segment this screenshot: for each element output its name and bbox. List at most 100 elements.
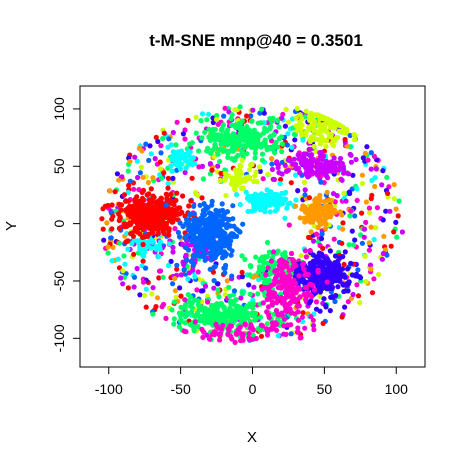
- data-point: [260, 176, 266, 182]
- data-point: [215, 324, 221, 330]
- y-tick-label: 50: [51, 158, 67, 174]
- data-point: [297, 124, 303, 130]
- data-point: [235, 169, 242, 175]
- data-point: [308, 158, 314, 164]
- data-point: [180, 223, 186, 229]
- data-point: [274, 206, 280, 212]
- data-point: [140, 258, 146, 264]
- data-point: [158, 195, 164, 201]
- data-point: [279, 171, 285, 177]
- data-point: [251, 196, 257, 202]
- data-point: [278, 176, 284, 183]
- data-point: [242, 128, 248, 134]
- data-point: [296, 156, 302, 162]
- data-point: [197, 202, 203, 208]
- data-point: [272, 150, 278, 156]
- data-point: [359, 210, 365, 216]
- data-point: [314, 112, 320, 118]
- data-point: [109, 202, 115, 208]
- data-point: [308, 204, 314, 210]
- data-point: [271, 294, 277, 300]
- data-point: [131, 217, 137, 223]
- data-point: [355, 293, 362, 299]
- data-point: [283, 189, 289, 195]
- data-point: [183, 244, 189, 251]
- data-point: [337, 255, 343, 261]
- data-point: [341, 190, 347, 196]
- data-point: [182, 169, 188, 176]
- data-point: [268, 138, 275, 144]
- data-point: [362, 150, 368, 156]
- data-point: [196, 148, 202, 154]
- data-point: [391, 196, 397, 202]
- data-point: [277, 181, 283, 187]
- data-point: [188, 198, 194, 204]
- data-point: [222, 270, 228, 276]
- data-point: [163, 213, 169, 219]
- data-point: [156, 275, 162, 281]
- data-point: [321, 296, 327, 302]
- data-point: [253, 254, 259, 260]
- data-point: [176, 234, 183, 240]
- data-point: [363, 199, 369, 205]
- data-point: [131, 237, 137, 243]
- data-point: [209, 167, 215, 173]
- data-point: [146, 223, 152, 230]
- data-point: [249, 310, 255, 316]
- data-point: [247, 263, 253, 269]
- data-point: [337, 278, 343, 284]
- data-point: [353, 271, 359, 277]
- data-point: [320, 320, 326, 326]
- data-point: [215, 287, 221, 293]
- data-point: [156, 268, 163, 274]
- data-point: [274, 300, 280, 306]
- data-point: [198, 118, 204, 124]
- data-point: [339, 240, 345, 246]
- data-point: [299, 116, 305, 122]
- data-point: [328, 198, 335, 204]
- data-point: [161, 301, 167, 307]
- data-point: [258, 333, 265, 339]
- data-point: [180, 155, 186, 161]
- data-point: [239, 253, 245, 259]
- data-point: [339, 177, 345, 183]
- data-point: [357, 300, 363, 306]
- data-point: [195, 323, 201, 330]
- data-point: [195, 302, 201, 308]
- data-point: [274, 267, 280, 273]
- data-point: [105, 244, 111, 250]
- data-point: [380, 250, 386, 257]
- data-point: [168, 213, 174, 219]
- data-point: [171, 299, 177, 305]
- data-point: [332, 209, 338, 215]
- data-point: [187, 149, 193, 155]
- data-point: [295, 309, 301, 315]
- data-point: [298, 335, 304, 341]
- data-point: [240, 291, 246, 297]
- data-point: [230, 314, 236, 320]
- data-point: [240, 221, 246, 227]
- data-point: [154, 215, 160, 221]
- data-point: [170, 244, 176, 251]
- data-point: [354, 282, 360, 288]
- data-point: [182, 320, 188, 326]
- data-point: [284, 142, 290, 148]
- data-point: [189, 175, 195, 181]
- data-point: [239, 148, 245, 154]
- data-point: [340, 226, 346, 232]
- data-point: [160, 274, 166, 280]
- data-point: [318, 150, 325, 156]
- data-point: [219, 255, 226, 261]
- data-point: [327, 266, 333, 273]
- data-point: [170, 153, 176, 159]
- data-point: [228, 319, 234, 325]
- data-point: [180, 131, 186, 137]
- data-point: [373, 166, 379, 172]
- data-point: [251, 284, 257, 290]
- data-point: [300, 137, 306, 143]
- data-point: [196, 242, 202, 248]
- data-point: [299, 318, 306, 325]
- data-point: [165, 175, 171, 181]
- data-point: [294, 128, 300, 134]
- data-point: [214, 112, 220, 119]
